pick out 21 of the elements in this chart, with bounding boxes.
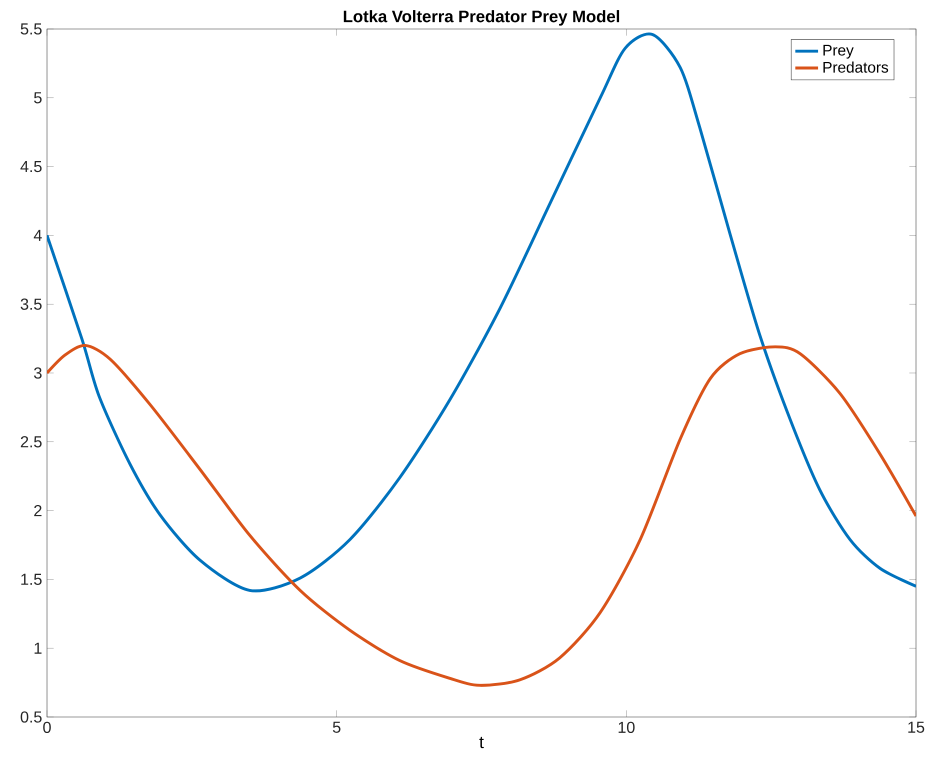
y-tick-label: 1: [34, 642, 42, 654]
line-series: [47, 344, 916, 687]
y-tick-label: 2: [34, 505, 42, 516]
x-tick-label: 0: [43, 722, 51, 734]
y-tick-label: 5.5: [20, 23, 42, 35]
x-tick-label: 15: [908, 722, 924, 733]
y-tick-label: 2.5: [20, 436, 42, 448]
x-tick-label: 10: [618, 722, 635, 734]
y-tick-label: 3.5: [20, 298, 42, 310]
legend-label: Predators: [823, 61, 888, 73]
chart-title: Lotka Volterra Predator Prey Model: [344, 10, 620, 26]
x-axis-title: t: [479, 736, 484, 748]
y-tick-label: 4.5: [20, 161, 42, 172]
y-tick-label: 5: [34, 92, 42, 104]
y-tick-label: 3: [34, 367, 42, 379]
legend-label: Prey: [823, 44, 854, 59]
y-tick-label: 4: [34, 230, 42, 241]
x-tick-label: 5: [332, 722, 340, 733]
y-tick-label: 0.5: [20, 711, 42, 723]
line-series: [47, 32, 916, 592]
y-tick-label: 1.5: [21, 574, 42, 585]
